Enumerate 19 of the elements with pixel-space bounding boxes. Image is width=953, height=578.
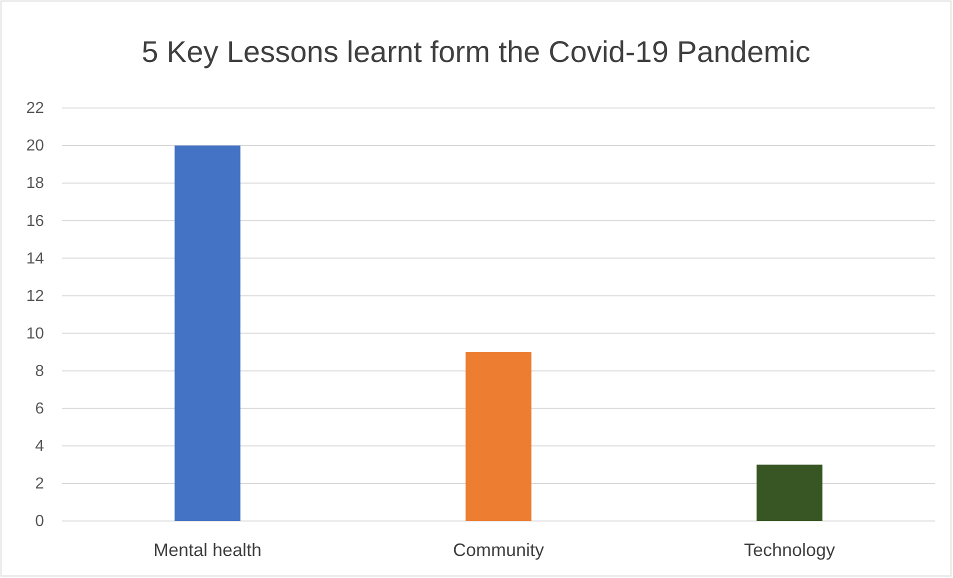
y-tick-label: 12 <box>26 288 44 305</box>
x-tick-label: Mental health <box>153 540 262 560</box>
chart-title: 5 Key Lessons learnt form the Covid-19 Pandemic <box>142 36 810 69</box>
bar <box>466 352 532 521</box>
y-tick-label: 6 <box>35 400 44 418</box>
y-tick-label: 8 <box>35 362 44 380</box>
y-tick-label: 14 <box>26 250 44 268</box>
y-tick-label: 4 <box>35 438 44 456</box>
y-tick-label: 18 <box>26 175 44 192</box>
y-tick-label: 2 <box>35 476 44 493</box>
y-tick-label: 22 <box>26 100 44 118</box>
bar <box>756 464 822 521</box>
bar <box>174 146 240 521</box>
y-tick-label: 20 <box>26 138 44 155</box>
y-tick-label: 0 <box>35 513 44 530</box>
y-tick-label: 16 <box>26 212 44 230</box>
x-tick-label: Community <box>452 540 544 560</box>
x-tick-label: Technology <box>744 540 836 560</box>
y-tick-label: 10 <box>26 325 44 342</box>
